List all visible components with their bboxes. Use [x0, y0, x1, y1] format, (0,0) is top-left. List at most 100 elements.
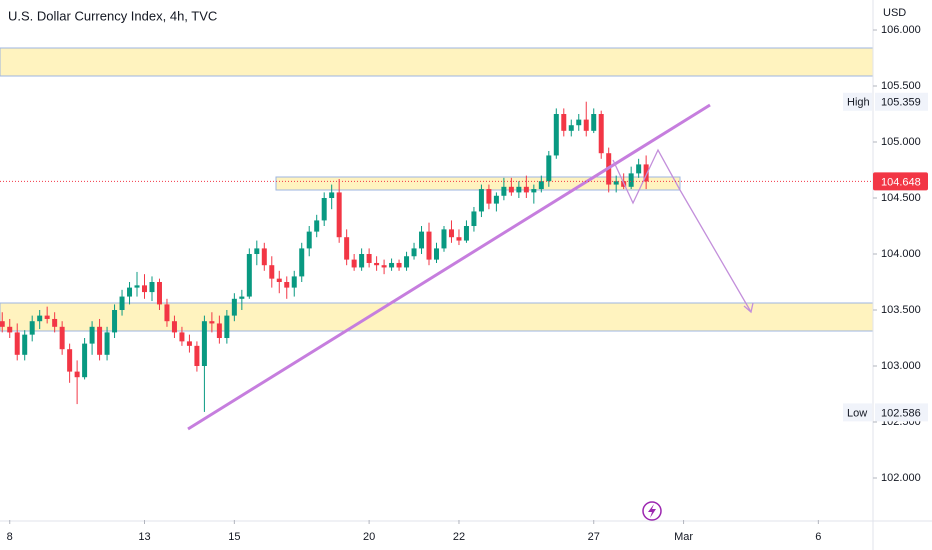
candle-body: [344, 237, 350, 260]
candle-body: [74, 371, 80, 378]
candle-body: [426, 231, 432, 260]
candle-body: [321, 198, 327, 221]
candle-body: [381, 265, 387, 268]
candle-body: [52, 318, 58, 327]
candle-body: [134, 285, 140, 288]
candle-body: [239, 296, 245, 299]
high-value-tag: [875, 92, 928, 111]
candles: [0, 101, 649, 412]
candle-body: [224, 315, 230, 339]
candle-body: [291, 276, 297, 288]
candle-body: [119, 296, 125, 311]
candle-body: [351, 259, 357, 268]
candle-body: [531, 189, 537, 193]
candle-body: [508, 186, 514, 193]
candle-body: [67, 349, 73, 372]
x-tick-label: 8: [7, 531, 13, 543]
candle-body: [261, 248, 267, 266]
candle-body: [434, 248, 439, 260]
candle-body: [613, 181, 619, 185]
candle-body: [374, 262, 380, 266]
x-tick-label: 20: [363, 531, 375, 543]
candle-body: [209, 321, 215, 324]
candle-body: [396, 262, 402, 268]
candle-body: [306, 231, 312, 249]
candle-body: [538, 181, 544, 190]
candle-body: [411, 248, 417, 257]
candle-body: [628, 173, 634, 187]
candle-body: [22, 334, 28, 355]
candle-body: [142, 285, 148, 293]
candle-body: [516, 186, 522, 193]
y-tick-label: 106.000: [881, 24, 921, 36]
candle-body: [112, 310, 118, 333]
candle-body: [231, 298, 237, 316]
high-name-tag: [843, 92, 872, 111]
candle-body: [523, 186, 529, 193]
candle-body: [501, 186, 507, 196]
x-tick-label: 27: [588, 531, 600, 543]
candle-body: [591, 114, 597, 131]
candle-body: [359, 254, 365, 268]
candle-body: [463, 226, 469, 241]
candle-body: [284, 282, 290, 288]
chart-title: U.S. Dollar Currency Index, 4h, TVC: [8, 8, 217, 23]
candle-body: [164, 304, 170, 322]
candle-body: [583, 119, 589, 131]
retest-zone: [275, 176, 681, 191]
candle-body: [336, 192, 342, 238]
candle-body: [37, 315, 43, 322]
candle-body: [246, 254, 252, 297]
candle-body: [186, 341, 192, 346]
candle-body: [194, 345, 200, 367]
candle-body: [568, 125, 574, 131]
x-tick-label: 15: [228, 531, 240, 543]
last-price-tag: [873, 172, 928, 191]
x-tick-label: Mar: [674, 531, 693, 543]
candle-body: [156, 282, 162, 305]
resistance-zone: [0, 47, 874, 77]
event-icon[interactable]: [642, 501, 662, 521]
candle-body: [636, 164, 642, 174]
candle-body: [171, 321, 177, 333]
candle-body: [104, 332, 110, 355]
candle-body: [471, 211, 477, 227]
y-tick-label: 103.000: [881, 360, 921, 372]
candle-body: [44, 315, 50, 319]
candle-body: [478, 189, 484, 212]
candle-body: [448, 229, 454, 238]
x-tick-label: 13: [138, 531, 150, 543]
candle-body: [366, 254, 372, 263]
low-name-tag: [843, 403, 872, 422]
candle-body: [29, 321, 35, 335]
candle-body: [441, 229, 447, 249]
candle-body: [389, 262, 395, 268]
candle-body: [553, 114, 559, 156]
candle-body: [419, 231, 425, 249]
candle-body: [456, 237, 462, 241]
candle-body: [201, 321, 207, 367]
last-price-label: 104.648: [881, 176, 921, 188]
low-value-tag: [875, 403, 928, 422]
y-tick-label: 103.500: [881, 304, 921, 316]
projection-arrowhead: [743, 302, 754, 314]
x-tick-label: 22: [453, 531, 465, 543]
candle-body: [89, 326, 95, 344]
axis-unit: USD: [883, 7, 906, 19]
x-tick-label: 6: [815, 531, 821, 543]
candle-body: [216, 323, 222, 339]
candle-body: [7, 326, 13, 333]
support-zone: [0, 302, 874, 332]
y-tick-label: 105.000: [881, 136, 921, 148]
candle-body: [179, 332, 185, 342]
candle-body: [643, 164, 649, 182]
candle-body: [329, 192, 335, 199]
candle-body: [269, 265, 275, 279]
candle-body: [149, 282, 155, 293]
candle-body: [404, 256, 410, 268]
trendline: [187, 103, 711, 431]
candle-body: [14, 332, 20, 355]
candle-body: [97, 326, 103, 355]
y-tick-label: 104.000: [881, 248, 921, 260]
